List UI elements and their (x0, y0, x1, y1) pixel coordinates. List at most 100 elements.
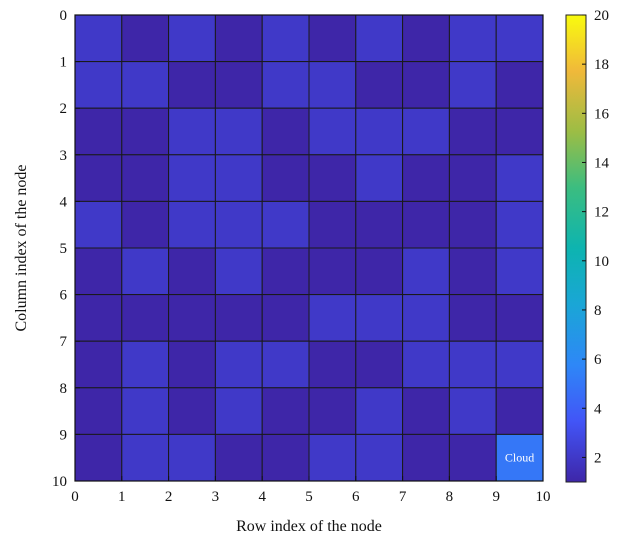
heatmap-cell (355, 107, 404, 156)
colorbar-tick-label: 20 (594, 8, 609, 24)
heatmap-cell (214, 107, 263, 156)
heatmap-cell (448, 294, 497, 342)
x-tick-label: 4 (258, 489, 266, 505)
heatmap-cell (355, 200, 404, 249)
heatmap-cell (495, 247, 544, 296)
heatmap-cell (214, 247, 263, 296)
heatmap-cell (121, 340, 170, 389)
heatmap-cell (261, 61, 310, 109)
heatmap-cell (402, 200, 450, 249)
heatmap-cell (495, 200, 544, 249)
heatmap-cell (308, 340, 357, 389)
y-axis-ticks: 0 1 2 3 4 5 6 7 8 9 10 (52, 8, 80, 490)
heatmap-cell (355, 154, 404, 202)
heatmap-cell (402, 61, 450, 109)
heatmap-cell (168, 107, 216, 156)
x-tick-label: 3 (212, 489, 220, 505)
heatmap-cell (495, 107, 544, 156)
colorbar (565, 14, 587, 483)
heatmap-cell (168, 154, 216, 202)
heatmap-cell (355, 340, 404, 389)
heatmap-cell (168, 294, 216, 342)
heatmap-cell (121, 14, 170, 63)
heatmap-cell (261, 107, 310, 156)
heatmap-cell (308, 107, 357, 156)
heatmap-cell (402, 247, 450, 296)
heatmap-cell (74, 14, 123, 63)
colorbar-ticks: 2 4 6 8 10 12 14 16 18 20 (582, 8, 610, 466)
heatmap-cell (355, 14, 404, 63)
colorbar-tick-label: 12 (594, 205, 609, 221)
heatmap-cell (121, 247, 170, 296)
x-tick-label: 2 (165, 489, 173, 505)
heatmap-cell (355, 294, 404, 342)
heatmap-cell (355, 387, 404, 435)
heatmap-cell (168, 340, 216, 389)
heatmap-cell (355, 247, 404, 296)
heatmap-cell (308, 387, 357, 435)
heatmap-cell (214, 294, 263, 342)
y-tick-label: 0 (60, 8, 68, 24)
y-tick-label: 2 (60, 101, 68, 117)
heatmap-cell (121, 107, 170, 156)
heatmap-cell (448, 61, 497, 109)
x-tick-label: 9 (492, 489, 500, 505)
heatmap-cell (121, 200, 170, 249)
heatmap-cell (168, 247, 216, 296)
y-tick-label: 9 (60, 427, 68, 443)
y-tick-label: 7 (60, 334, 68, 350)
heatmap-cell (355, 433, 404, 482)
heatmap-cell (74, 387, 123, 435)
heatmap-cell (402, 154, 450, 202)
heatmap-cell (261, 294, 310, 342)
x-tick-label: 6 (352, 489, 360, 505)
x-tick-label: 1 (118, 489, 126, 505)
heatmap-cell (495, 387, 544, 435)
heatmap-cell (168, 14, 216, 63)
heatmap-cell (402, 107, 450, 156)
heatmap-cell (214, 200, 263, 249)
heatmap-cell (261, 433, 310, 482)
y-tick-label: 8 (60, 381, 68, 397)
heatmap-cell (402, 294, 450, 342)
heatmap-cell (402, 340, 450, 389)
heatmap-cell (261, 340, 310, 389)
heatmap-cell (74, 433, 123, 482)
heatmap-cell (74, 107, 123, 156)
heatmap-cell (261, 247, 310, 296)
heatmap-cell (448, 387, 497, 435)
heatmap-cell (495, 154, 544, 202)
heatmap-cell (495, 61, 544, 109)
x-tick-label: 0 (71, 489, 79, 505)
heatmap-cell (448, 433, 497, 482)
heatmap-cell (261, 154, 310, 202)
heatmap-cell (495, 14, 544, 63)
heatmap-cell (402, 387, 450, 435)
heatmap-cell (214, 387, 263, 435)
heatmap-cell (448, 107, 497, 156)
heatmap-cell (448, 247, 497, 296)
heatmap-cell (74, 340, 123, 389)
heatmap-cell (308, 200, 357, 249)
heatmap-cell (168, 200, 216, 249)
heatmap-cells (74, 14, 544, 482)
heatmap-cell (121, 61, 170, 109)
heatmap-cell (121, 433, 170, 482)
colorbar-tick-label: 8 (594, 303, 602, 319)
heatmap-cell (74, 154, 123, 202)
colorbar-tick-label: 14 (594, 155, 610, 171)
heatmap-cell (121, 387, 170, 435)
heatmap-cell (74, 200, 123, 249)
heatmap-cell (308, 247, 357, 296)
colorbar-tick-label: 4 (594, 401, 602, 417)
x-axis-ticks: 0 1 2 3 4 5 6 7 8 9 10 (71, 476, 551, 505)
heatmap-cell (495, 340, 544, 389)
y-tick-label: 6 (60, 288, 68, 304)
cell-annotations: Cloud (505, 451, 534, 465)
x-tick-label: 8 (446, 489, 454, 505)
heatmap-cell (402, 14, 450, 63)
heatmap-cell (495, 294, 544, 342)
x-tick-label: 5 (305, 489, 313, 505)
x-axis-title: Row index of the node (236, 518, 382, 535)
heatmap-cell (261, 200, 310, 249)
